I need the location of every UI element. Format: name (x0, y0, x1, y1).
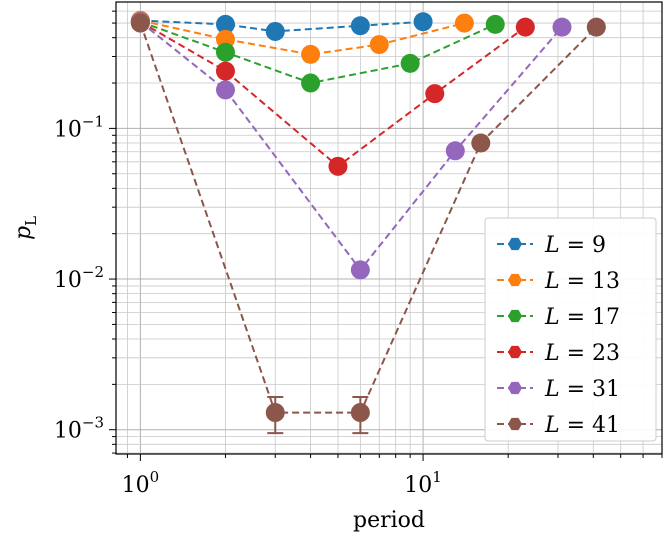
data-point (471, 133, 491, 153)
legend-item-23: L = 23 (497, 341, 620, 366)
plot-frame (115, 1, 663, 455)
legend-label: L = 17 (544, 305, 620, 330)
legend-marker (508, 309, 522, 323)
data-point (215, 61, 235, 81)
data-point (445, 141, 465, 161)
data-point (425, 84, 445, 104)
y-tick-label: 10−2 (54, 263, 104, 293)
data-point (515, 17, 535, 37)
x-tick-label: 101 (404, 468, 442, 498)
legend-item-13: L = 13 (497, 269, 620, 294)
legend-item-17: L = 17 (497, 305, 620, 330)
data-point (215, 14, 235, 34)
data-point (328, 156, 348, 176)
legend-marker (508, 237, 522, 251)
data-point (400, 53, 420, 73)
data-point (301, 44, 321, 64)
ticks: 100 101 10−3 10−2 10−1 (54, 10, 663, 498)
y-tick-label: 10−3 (54, 414, 104, 444)
y-tick-label: 10−1 (54, 112, 104, 142)
legend-label: L = 41 (544, 413, 620, 438)
data-point (265, 21, 285, 41)
legend-marker (508, 273, 522, 287)
legend: L = 9 L = 13 L = 17 L = 23 L = 31 L = 41 (484, 217, 657, 442)
legend-label: L = 13 (544, 269, 620, 294)
data-point (485, 14, 505, 34)
series-23 (130, 12, 535, 176)
x-axis-label: period (353, 508, 425, 533)
y-axis-label: pL (11, 216, 40, 240)
data-point (130, 13, 150, 33)
data-point (369, 35, 389, 55)
data-point (265, 403, 285, 423)
legend-label: L = 9 (544, 233, 606, 258)
data-point (301, 73, 321, 93)
legend-box (484, 217, 657, 442)
legend-label: L = 23 (544, 341, 620, 366)
data-point (413, 12, 433, 32)
data-point (454, 13, 474, 33)
legend-marker (508, 345, 522, 359)
series-31 (130, 12, 572, 280)
series-layer (130, 11, 606, 435)
legend-item-31: L = 31 (497, 377, 620, 402)
legend-item-9: L = 9 (497, 233, 606, 258)
x-tick-label: 100 (122, 468, 160, 498)
legend-marker (508, 417, 522, 431)
legend-item-41: L = 41 (497, 413, 620, 438)
legend-marker (508, 381, 522, 395)
series-41 (130, 13, 606, 435)
data-point (586, 17, 606, 37)
data-point (215, 80, 235, 100)
data-point (350, 16, 370, 36)
data-point (350, 403, 370, 423)
series-line (140, 19, 465, 56)
data-point (350, 260, 370, 280)
data-point (215, 42, 235, 62)
legend-label: L = 31 (544, 377, 620, 402)
data-point (552, 17, 572, 37)
series-9 (130, 11, 433, 41)
